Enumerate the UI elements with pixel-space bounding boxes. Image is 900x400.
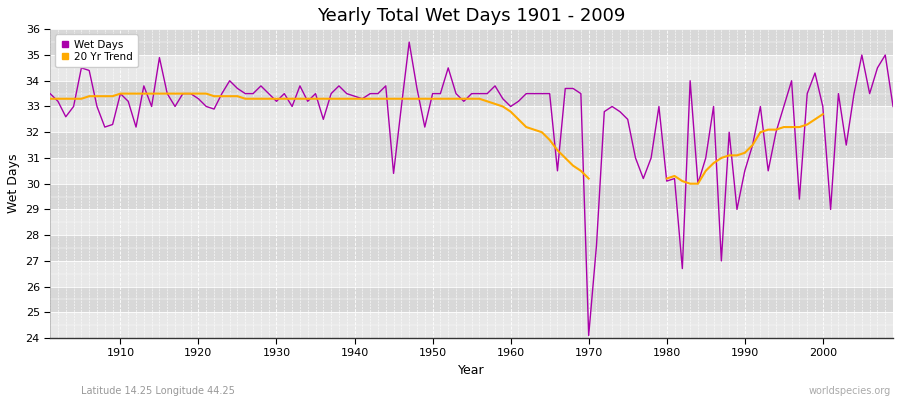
Bar	[50, 210, 893, 235]
Bar	[50, 184, 893, 210]
Bar	[50, 81, 893, 106]
Bar	[50, 235, 893, 261]
Bar	[50, 261, 893, 287]
Y-axis label: Wet Days: Wet Days	[7, 154, 20, 214]
Legend: Wet Days, 20 Yr Trend: Wet Days, 20 Yr Trend	[56, 34, 138, 67]
Bar	[50, 55, 893, 81]
Title: Yearly Total Wet Days 1901 - 2009: Yearly Total Wet Days 1901 - 2009	[318, 7, 626, 25]
Text: worldspecies.org: worldspecies.org	[809, 386, 891, 396]
Bar	[50, 132, 893, 158]
Bar	[50, 158, 893, 184]
Bar	[50, 106, 893, 132]
Bar	[50, 312, 893, 338]
Bar	[50, 287, 893, 312]
X-axis label: Year: Year	[458, 364, 485, 377]
Text: Latitude 14.25 Longitude 44.25: Latitude 14.25 Longitude 44.25	[81, 386, 235, 396]
Bar	[50, 29, 893, 55]
